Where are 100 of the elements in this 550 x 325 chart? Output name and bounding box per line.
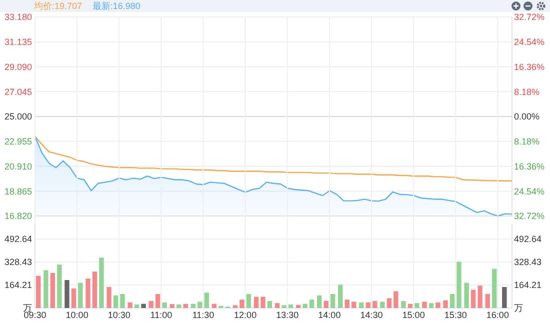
bar [372, 301, 378, 308]
bar [485, 294, 490, 308]
bar [414, 303, 420, 308]
bar [44, 270, 48, 308]
bar [351, 302, 356, 308]
bar [190, 304, 196, 308]
y2-tick-label: 164.21 [514, 280, 542, 290]
y-tick-label: 22.955 [4, 136, 32, 147]
bar [316, 295, 322, 308]
bar [86, 278, 90, 308]
bar [464, 282, 469, 308]
bar [176, 304, 182, 308]
y2-tick-label: 492.64 [514, 234, 542, 244]
y-tick-label: 164.21 [4, 280, 32, 290]
bar [330, 294, 336, 308]
x-tick-label: 15:00 [402, 310, 425, 320]
bar [436, 302, 440, 308]
bar [470, 290, 476, 308]
bar [78, 282, 83, 308]
y-tick-label: 20.910 [4, 161, 32, 172]
bar [57, 264, 62, 308]
bar [344, 300, 350, 308]
y2-tick-label: 24.54% [514, 186, 545, 196]
bar [386, 298, 392, 308]
bar [401, 301, 406, 308]
bar [113, 295, 118, 308]
y2-tick-label: 328.43 [514, 257, 542, 268]
bar [443, 300, 448, 308]
y2-tick-label: 24.54% [514, 37, 545, 48]
bar [155, 294, 160, 308]
x-tick-label: 11:00 [150, 310, 172, 320]
bar [302, 304, 308, 308]
y2-tick-label: 0.00% [514, 112, 540, 122]
bar [324, 301, 328, 308]
x-tick-label: 15:30 [444, 310, 467, 320]
bar [254, 296, 259, 308]
bar [502, 287, 507, 308]
y-tick-label: 万 [23, 303, 32, 314]
text: 均价:19.707 [33, 1, 82, 12]
line-series [34, 136, 513, 182]
bar [267, 301, 272, 308]
x-tick-label: 16:00 [486, 310, 509, 320]
bar [274, 303, 280, 308]
x-tick-label: 11:30 [192, 310, 214, 320]
bar [99, 258, 104, 308]
x-tick-label: 10:00 [66, 310, 88, 320]
y-tick-label: 31.135 [4, 37, 32, 48]
y-tick-label: 16.820 [4, 211, 32, 222]
bar [162, 302, 167, 308]
bar [246, 294, 252, 308]
bar [120, 294, 125, 308]
bar [198, 302, 202, 308]
bar [212, 304, 217, 308]
bar [232, 305, 238, 308]
y2-tick-label: 16.36% [514, 62, 545, 72]
bar [288, 304, 294, 308]
bar [309, 300, 314, 308]
x-tick-label: 10:30 [108, 310, 130, 320]
text: 最新:16.980 [92, 1, 140, 12]
bar [408, 304, 413, 308]
bar [106, 287, 112, 308]
x-tick-label: 13:30 [276, 310, 299, 320]
x-tick-label: 12:00 [234, 310, 257, 320]
bar [338, 284, 343, 308]
bar [428, 303, 434, 308]
bar [492, 268, 497, 308]
y-tick-label: 33.180 [4, 12, 32, 22]
y-tick-label: 25.000 [4, 112, 32, 122]
bar [296, 304, 301, 308]
bar [128, 302, 132, 308]
bar [450, 294, 455, 308]
y-tick-label: 492.64 [4, 234, 32, 244]
bar [394, 291, 398, 308]
bar [170, 304, 174, 308]
bar [64, 280, 70, 308]
y2-tick-label: 32.72% [514, 12, 545, 22]
bar [359, 302, 364, 308]
bar [71, 288, 76, 308]
y2-tick-label: 32.72% [514, 211, 545, 222]
bar [204, 292, 209, 308]
y2-tick-label: 8.18% [514, 86, 540, 97]
bar [50, 273, 56, 308]
y-tick-label: 29.090 [4, 62, 32, 72]
x-tick-label: 14:30 [360, 310, 383, 320]
bar [92, 272, 98, 308]
bar [282, 305, 286, 308]
bar [148, 301, 154, 308]
y2-tick-label: 万 [514, 303, 523, 314]
bar [36, 276, 41, 308]
y2-tick-label: 8.18% [514, 136, 540, 147]
bar [134, 304, 140, 308]
y-tick-label: 18.865 [4, 186, 32, 196]
bar [183, 304, 188, 308]
x-tick-label: 14:00 [318, 310, 341, 320]
y2-tick-label: 16.36% [514, 161, 545, 172]
bar [141, 304, 146, 308]
bar [366, 302, 370, 308]
y-tick-label: 27.045 [4, 86, 32, 97]
bar [380, 302, 385, 308]
bar [478, 286, 482, 308]
